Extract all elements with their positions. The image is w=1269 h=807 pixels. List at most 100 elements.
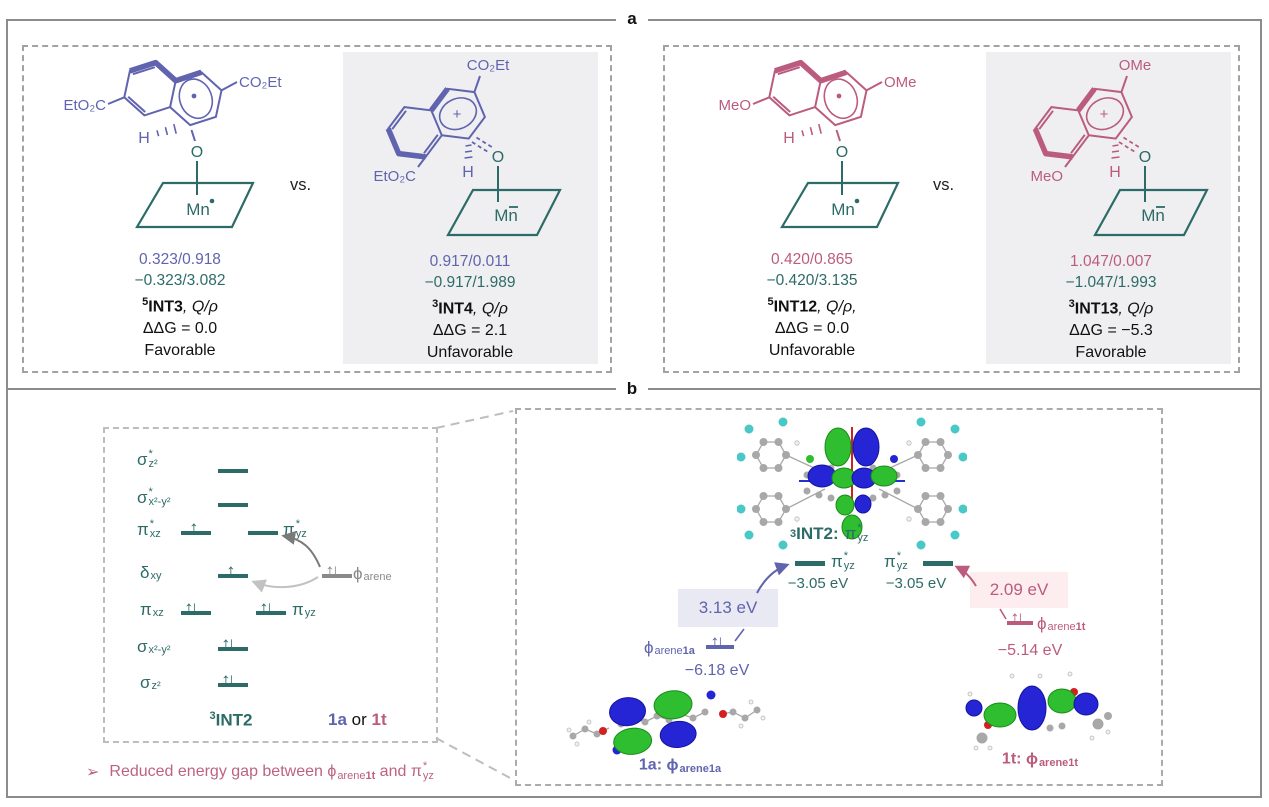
level-delta-xy <box>218 574 248 578</box>
orbital-lobes <box>806 427 898 540</box>
charges: −0.323/3.082 <box>134 272 226 289</box>
arrow-bullet-icon: ➢ <box>86 764 100 781</box>
species-label: 3INT4, Q/ρ <box>432 298 508 318</box>
level-pi-yz-star-right <box>923 561 953 566</box>
electron-up-icon: ↑ <box>189 518 199 539</box>
mo-label-pi-xz-star: π * xz <box>137 518 161 540</box>
int2-orbital-image <box>737 417 967 550</box>
ddg-value: ΔΔG = 2.1 <box>432 322 508 340</box>
cation-plus: + <box>1100 106 1109 123</box>
arene-1a-orbital-image <box>566 690 766 755</box>
mn-radical-dot <box>854 198 860 204</box>
key-finding-note: ➢ Reduced energy gap between ϕ arene1t an… <box>86 760 434 782</box>
level-pi-xz <box>181 611 211 615</box>
bold-ring-edge <box>774 59 848 84</box>
o-label: O <box>836 144 848 161</box>
vs-text: vs. <box>290 176 312 194</box>
energy-value: −6.18 eV <box>684 662 750 679</box>
species-label: 5INT3, Q/ρ <box>142 296 218 316</box>
arene-footer-label: 1a or 1t <box>328 710 387 729</box>
fluorine-atoms <box>737 417 967 550</box>
radical-dot <box>836 93 842 99</box>
electron-pair-icon: ↑↓ <box>259 598 274 619</box>
species-label: 5INT12, Q/ρ, <box>767 296 857 316</box>
verdict: Unfavorable <box>426 344 514 362</box>
electron-pair-icon: ↑↓ <box>710 632 725 653</box>
gap-value-1t: 2.09 eV <box>970 572 1068 608</box>
substituent-label: MeO <box>1030 168 1063 185</box>
orbital-lobes <box>609 690 697 755</box>
mo-label-pi-xz: π xz <box>140 600 164 619</box>
pi-yz-star-label-right: π * yz <box>884 550 908 572</box>
substituent-label: OMe <box>884 74 917 91</box>
substituent-label: EtO₂C <box>374 168 417 185</box>
charges: −0.917/1.989 <box>424 274 516 291</box>
level-phi-arene <box>322 574 352 578</box>
int12-structure: OMe MeO H O Mn <box>718 59 917 229</box>
level-phi-arene-1a <box>706 645 734 649</box>
electron-pair-icon: ↑↓ <box>1010 608 1025 629</box>
level-sigma-x2y2 <box>218 647 248 651</box>
mn-plane <box>1093 188 1209 237</box>
energy-value: −3.05 eV <box>885 575 947 592</box>
arene-1a-caption: 1a: ϕ arene1a <box>638 756 722 775</box>
mo-label-sigma-x2y2: σ x²-y² <box>137 637 171 656</box>
mo-label-sigma-z2-star: σ * z² <box>137 448 158 470</box>
electron-pair-icon: ↑↓ <box>221 670 236 691</box>
int13-data-column: 1.047/0.007 −1.047/1.993 3INT13, Q/ρ ΔΔG… <box>1026 251 1196 364</box>
phi-arene-1t-label: ϕ arene1t <box>1037 614 1086 633</box>
panel-a-label: a <box>616 8 648 30</box>
mo-label-delta-xy: δ xy <box>140 563 162 582</box>
mo-label-sigma-x2y2-star: σ * x²-y² <box>137 486 171 508</box>
mn-plane <box>446 188 562 237</box>
mn-label: Mn <box>186 200 210 219</box>
int3-structure: CO₂Et EtO₂C H O Mn <box>64 59 282 229</box>
electron-pair-icon: ↑↓ <box>184 598 199 619</box>
arene-1t-orbital-image <box>965 671 1112 751</box>
h-label: H <box>462 164 474 181</box>
mo-diagram-box <box>103 427 438 743</box>
level-pi-yz-star <box>248 531 278 535</box>
level-pi-yz <box>256 611 286 615</box>
pi-yz-star-label-left: π * yz <box>831 550 855 572</box>
substituent-label: EtO₂C <box>64 97 107 114</box>
ddg-value: ΔΔG = 0.0 <box>142 320 218 338</box>
mo-label-pi-yz: π yz <box>292 600 316 619</box>
electron-pair-icon: ↑↓ <box>221 634 236 655</box>
int2-orbital-title: 3 INT2: π * yz <box>790 522 869 544</box>
mo-label-phi-arene: ϕ arene <box>353 564 392 583</box>
bold-ring-edge <box>129 59 203 84</box>
panel-a-box-esters <box>22 45 612 373</box>
species-label: 3INT13, Q/ρ <box>1068 298 1154 318</box>
orbital-lobes <box>965 685 1099 731</box>
electron-pair-icon: ↑↓ <box>325 561 340 582</box>
o-label: O <box>191 144 203 161</box>
charges: 0.420/0.865 <box>771 251 853 268</box>
level-sigma-x2y2-star <box>218 503 248 507</box>
mo-label-pi-yz-star: π * yz <box>283 518 307 540</box>
mn-label: Mn <box>831 200 855 219</box>
int13-structure: + OMe MeO H O Mn <box>1030 57 1209 237</box>
cation-plus: + <box>453 106 462 123</box>
level-pi-yz-star-left <box>795 561 825 566</box>
o-label: O <box>492 149 504 166</box>
bold-ring-edge <box>385 87 450 160</box>
level-sigma-z2 <box>218 683 248 687</box>
h-label: H <box>1109 164 1121 181</box>
o-label: O <box>1139 149 1151 166</box>
charges: 0.323/0.918 <box>139 251 221 268</box>
level-sigma-z2-star <box>218 469 248 473</box>
bold-ring-edge <box>1032 87 1097 160</box>
energy-value: −3.05 eV <box>787 575 849 592</box>
arene-1t-caption: 1t: ϕ arene1t <box>1001 750 1079 769</box>
panel-b-label: b <box>616 378 648 400</box>
mn-label: Mn <box>1141 206 1165 225</box>
h-label: H <box>138 130 150 147</box>
int4-shaded-region <box>343 52 598 364</box>
level-phi-arene-1t <box>1007 621 1033 625</box>
substituent-label: CO₂Et <box>239 74 282 91</box>
mn-plane <box>780 181 900 229</box>
charges: −0.420/3.135 <box>766 272 858 289</box>
ddg-value: ΔΔG = 0.0 <box>774 320 850 338</box>
phi-arene-1a-label: ϕ arene1a <box>644 638 695 657</box>
